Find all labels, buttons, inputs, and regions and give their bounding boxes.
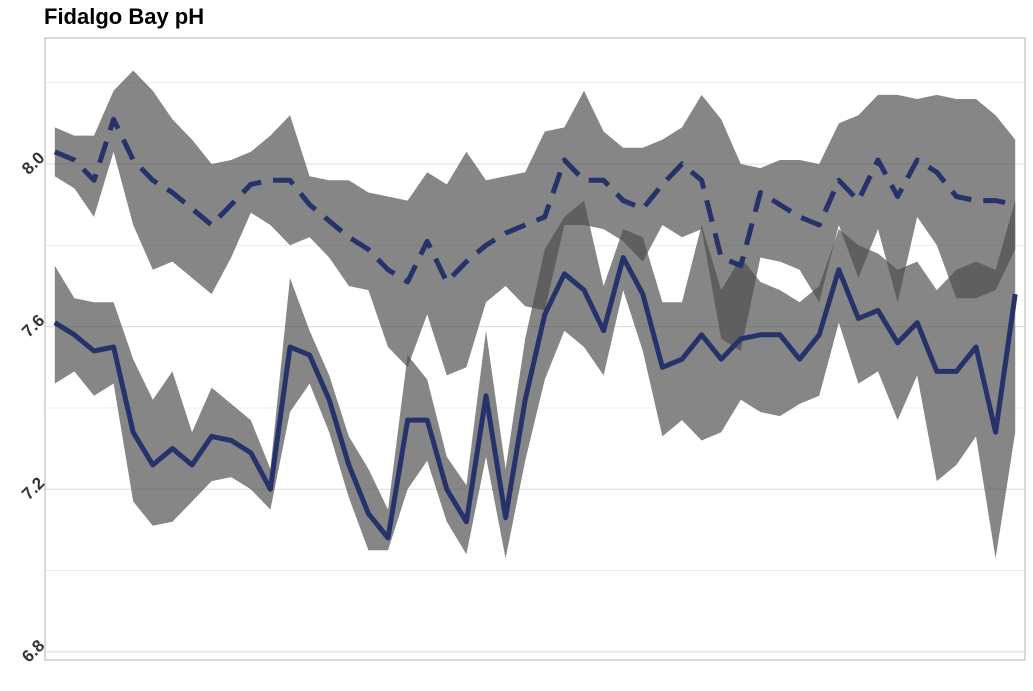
y-tick-label: 7.6 [18, 311, 48, 341]
confidence-band [54, 200, 1016, 559]
confidence-band [54, 70, 1016, 376]
chart-title: Fidalgo Bay pH [44, 4, 204, 29]
solid-line [53, 255, 1018, 541]
y-tick-label: 6.8 [18, 636, 48, 666]
y-tick-label: 7.2 [18, 473, 48, 503]
plot-border [44, 37, 1026, 661]
y-tick-label: 8.0 [18, 148, 48, 178]
